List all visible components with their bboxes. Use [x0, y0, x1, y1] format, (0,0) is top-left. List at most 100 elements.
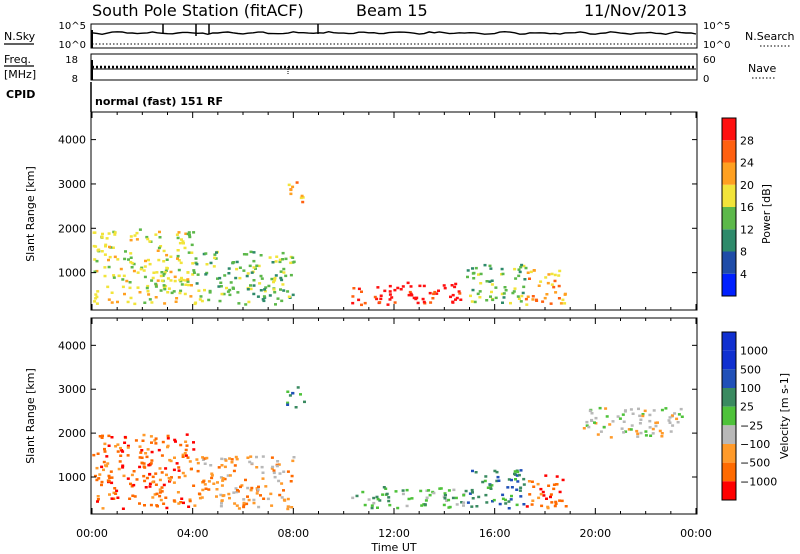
echo-cell [196, 469, 200, 473]
echo-cell [204, 252, 208, 255]
echo-cell [116, 258, 120, 261]
echo-cell [447, 498, 451, 502]
echo-cell [106, 285, 110, 289]
echo-cell [113, 487, 117, 490]
velocity-cbar-segment [722, 406, 736, 426]
echo-cell [207, 298, 211, 302]
echo-cell [135, 238, 139, 241]
echo-cell [250, 486, 254, 490]
echo-cell [384, 487, 388, 490]
echo-cell [154, 296, 158, 299]
echo-cell [162, 286, 166, 289]
echo-cell [638, 422, 642, 425]
xtick-label: 12:00 [378, 527, 410, 540]
echo-cell [418, 284, 422, 288]
echo-cell [539, 492, 543, 496]
echo-cell [121, 278, 125, 281]
echo-cell [227, 272, 231, 275]
echo-cell [280, 496, 284, 499]
velocity-cbar-tick: 1000 [740, 345, 768, 358]
echo-cell [252, 259, 256, 263]
echo-cell [542, 494, 546, 497]
echo-cell [244, 478, 247, 482]
echo-cell [226, 474, 230, 477]
echo-cell [155, 271, 159, 274]
echo-cell [162, 249, 166, 253]
echo-cell [119, 267, 123, 271]
echo-cell [529, 270, 533, 274]
velocity-cbar-segment [722, 369, 736, 388]
echo-cell [242, 498, 246, 501]
echo-cell [142, 474, 146, 478]
echo-cell [186, 456, 190, 459]
echo-cell [280, 278, 284, 282]
echo-cell [109, 470, 113, 473]
echo-cell [197, 289, 201, 292]
echo-cell [179, 501, 183, 504]
echo-cell [185, 433, 189, 436]
echo-cell [621, 413, 625, 416]
echo-cell [181, 471, 185, 475]
echo-cell [281, 258, 285, 261]
velocity-panel: Slant Range [km] 1000 2000 3000 4000 00:00 0… [24, 317, 712, 554]
echo-cell [481, 480, 485, 484]
echo-cell [279, 276, 283, 280]
echo-cell [654, 421, 658, 425]
echo-cell [455, 296, 459, 300]
echo-cell [259, 274, 263, 278]
echo-cell [429, 301, 433, 304]
echo-cell [648, 419, 652, 423]
echo-cell [190, 284, 193, 287]
echo-cell [213, 253, 217, 256]
echo-cell [282, 271, 286, 274]
echo-cell [488, 280, 492, 283]
echo-cell [410, 497, 414, 500]
echo-cell [387, 499, 391, 503]
echo-cell [274, 303, 277, 306]
velocity-echo-marks [92, 386, 684, 511]
echo-cell [269, 492, 273, 496]
echo-cell [151, 496, 155, 499]
cpid-text: normal (fast) 151 RF [95, 95, 223, 108]
echo-cell [273, 279, 277, 282]
echo-cell [173, 438, 177, 442]
echo-cell [408, 290, 412, 294]
echo-cell [279, 270, 283, 273]
echo-cell [514, 277, 518, 280]
echo-cell [553, 273, 557, 277]
echo-cell [151, 480, 155, 484]
echo-cell [639, 431, 643, 435]
echo-cell [108, 245, 111, 249]
echo-cell [192, 269, 196, 272]
echo-cell [233, 464, 237, 467]
echo-cell [648, 426, 652, 429]
echo-cell [410, 294, 414, 297]
echo-cell [424, 499, 428, 502]
echo-cell [196, 461, 200, 465]
echo-cell [301, 200, 305, 204]
echo-cell [122, 474, 126, 478]
echo-cell [247, 498, 251, 502]
echo-cell [255, 455, 258, 459]
echo-cell [166, 277, 170, 280]
echo-cell [278, 472, 282, 475]
echo-cell [200, 299, 204, 303]
echo-cell [415, 296, 419, 300]
echo-cell [494, 286, 498, 289]
echo-cell [144, 259, 147, 263]
echo-cell [235, 504, 239, 507]
echo-cell [242, 501, 246, 505]
echo-cell [123, 257, 127, 261]
echo-cell [558, 490, 562, 494]
echo-cell [168, 458, 172, 462]
echo-cell [651, 432, 655, 435]
echo-cell [513, 470, 517, 473]
echo-cell [112, 491, 116, 495]
echo-cell [177, 476, 181, 479]
velocity-cbar-segment [722, 350, 736, 370]
velocity-cbar-label: Velocity [m s-1] [778, 373, 791, 459]
echo-cell [143, 504, 146, 507]
echo-cell [130, 261, 134, 265]
echo-cell [636, 432, 640, 436]
echo-cell [618, 417, 622, 420]
